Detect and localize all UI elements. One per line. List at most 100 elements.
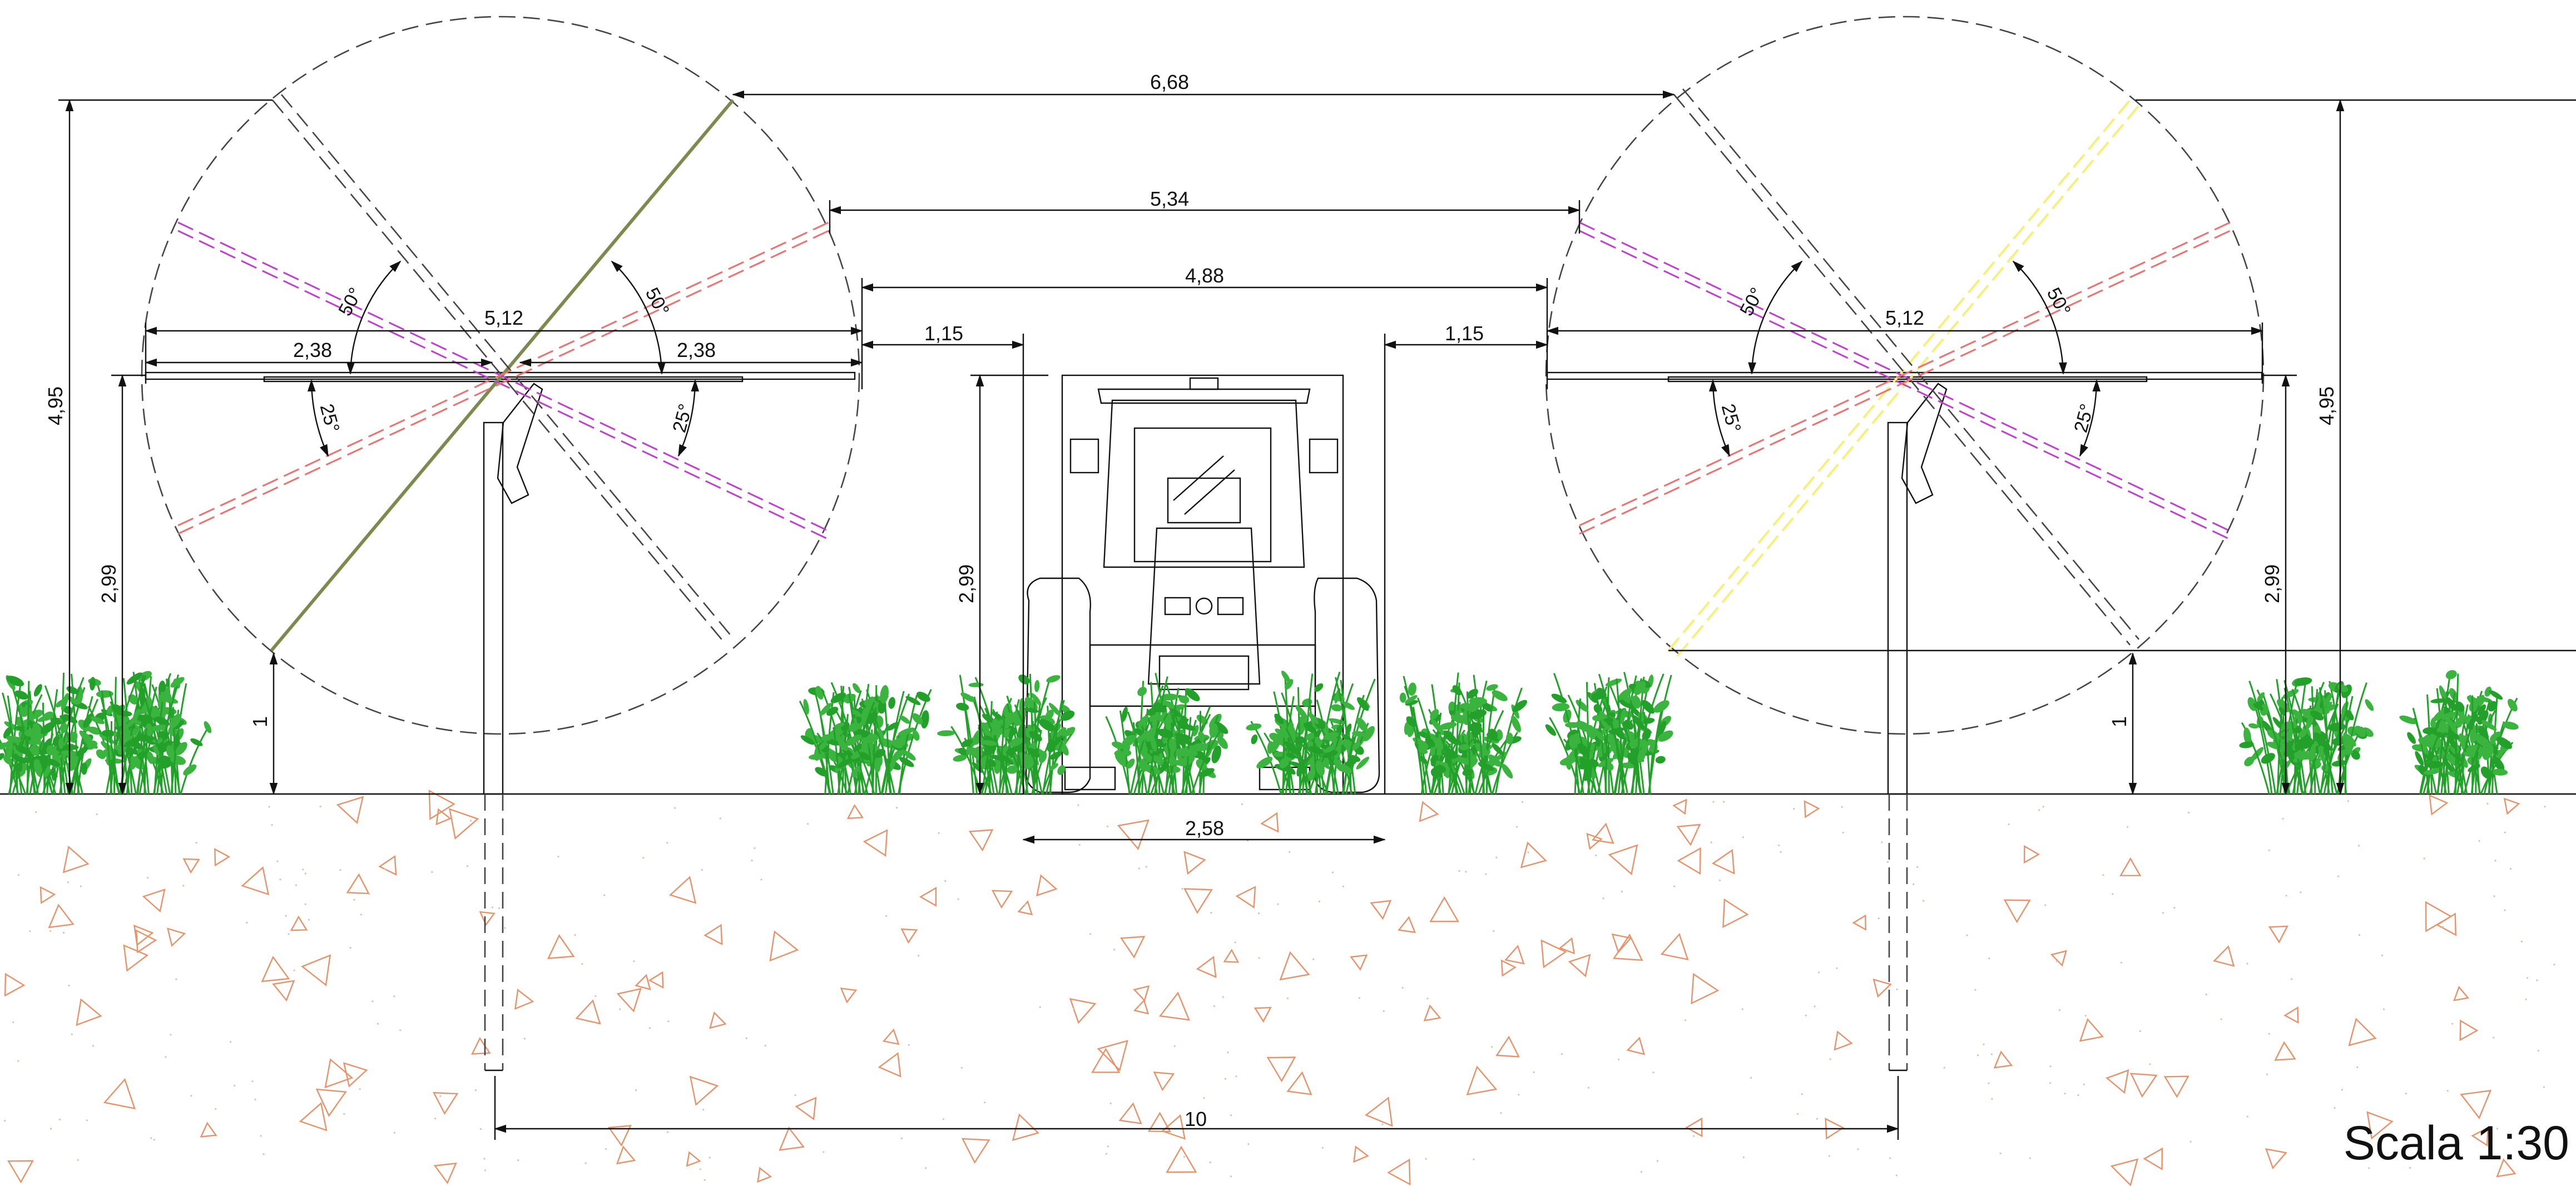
label-angle-25-c: 25° bbox=[1717, 401, 1745, 435]
soil-mark bbox=[2268, 925, 2288, 944]
soil-dot bbox=[230, 1041, 232, 1043]
plant-leaf bbox=[1596, 731, 1605, 741]
soil-mark bbox=[39, 886, 56, 904]
soil-dot bbox=[1916, 866, 1919, 868]
soil-mark bbox=[1118, 1102, 1142, 1124]
plant-leaf bbox=[2345, 709, 2354, 721]
tractor-emblem bbox=[1195, 597, 1213, 615]
plant-leaf bbox=[830, 692, 846, 703]
tractor-cab bbox=[1103, 399, 1305, 568]
plant-leaf bbox=[834, 722, 845, 728]
plant-leaf bbox=[0, 753, 5, 761]
label-ground-clear-left: 1 bbox=[249, 716, 271, 727]
plant-leaf bbox=[204, 721, 212, 733]
plant-leaf bbox=[1333, 757, 1343, 772]
plant-stem bbox=[2311, 686, 2316, 795]
soil-dot bbox=[302, 869, 304, 871]
plant-stem bbox=[1191, 725, 1225, 795]
plant-leaf bbox=[2459, 733, 2465, 748]
soil-mark bbox=[1520, 841, 1547, 869]
soil-dot bbox=[557, 855, 559, 858]
soil-dot bbox=[1976, 1054, 1979, 1056]
soil-dot bbox=[642, 857, 645, 859]
plant-leaf bbox=[1309, 746, 1324, 755]
soil-dot bbox=[1527, 851, 1529, 853]
soil-mark bbox=[471, 1037, 491, 1055]
soil-mark bbox=[1117, 819, 1150, 850]
plant-leaf bbox=[1279, 757, 1289, 768]
soil-dot bbox=[12, 1021, 14, 1024]
soil-dot bbox=[359, 1088, 361, 1090]
plant-leaf bbox=[1631, 695, 1641, 709]
plant-leaf bbox=[1345, 723, 1352, 736]
plant-leaf bbox=[1321, 750, 1338, 758]
soil-dot bbox=[2451, 1023, 2454, 1025]
plant-clump bbox=[2239, 677, 2374, 795]
plant-leaf bbox=[2294, 677, 2312, 686]
soil-mark bbox=[616, 1145, 636, 1164]
plant-leaf bbox=[1492, 743, 1503, 755]
soil-dot bbox=[2149, 1063, 2151, 1065]
soil-dot bbox=[605, 1148, 607, 1150]
plant-leaf bbox=[878, 700, 886, 714]
soil-dot bbox=[517, 1159, 519, 1162]
plant-leaf bbox=[894, 737, 906, 746]
plant-leaf bbox=[1609, 740, 1617, 752]
plant-leaf bbox=[2441, 712, 2456, 720]
plant-leaf bbox=[1425, 737, 1435, 747]
plant-leaf bbox=[1274, 713, 1284, 724]
plant-leaf bbox=[800, 735, 815, 745]
plant-leaf bbox=[1146, 706, 1162, 716]
soil-mark bbox=[1872, 978, 1892, 998]
label-half-left-a: 2,38 bbox=[293, 339, 332, 361]
soil-dot bbox=[2486, 802, 2489, 805]
soil-dot bbox=[1618, 1058, 1620, 1061]
soil-dot bbox=[1515, 826, 1518, 828]
plant-leaf bbox=[1405, 700, 1418, 706]
plant-leaf bbox=[1443, 746, 1457, 760]
tractor-roof-light bbox=[1189, 377, 1219, 390]
soil-mark bbox=[1370, 900, 1392, 920]
soil-dot bbox=[1401, 987, 1404, 989]
right-rotation-circle bbox=[1545, 16, 2265, 735]
soil-dot bbox=[1696, 828, 1698, 830]
plant-leaf bbox=[1170, 730, 1186, 737]
tractor-seat bbox=[1167, 477, 1241, 524]
soil-mark bbox=[668, 876, 697, 904]
plant-leaf bbox=[1352, 731, 1365, 737]
soil-dot bbox=[1222, 996, 1224, 998]
plant-leaf bbox=[2430, 698, 2447, 703]
plant-leaf bbox=[1137, 687, 1147, 696]
soil-dot bbox=[1331, 871, 1334, 874]
plant-stem bbox=[9, 679, 22, 795]
soil-dot bbox=[1656, 1160, 1659, 1162]
plant-leaf bbox=[1559, 757, 1577, 766]
soil-mark bbox=[1993, 1050, 2013, 1069]
plant-leaf bbox=[836, 758, 854, 768]
soil-dot bbox=[1138, 867, 1140, 870]
soil-dot bbox=[279, 879, 281, 881]
soil-mark bbox=[1350, 954, 1368, 971]
soil-dot bbox=[2042, 806, 2044, 808]
label-angle-50-d: 50° bbox=[2043, 284, 2075, 319]
soil-dot bbox=[1881, 841, 1883, 843]
plant-leaf bbox=[1121, 706, 1128, 722]
soil-dot bbox=[1693, 1135, 1695, 1137]
plant-leaf bbox=[838, 739, 849, 751]
plant-leaf bbox=[1545, 724, 1557, 736]
right-magenta-dash-b bbox=[1579, 230, 2231, 540]
soil-mark bbox=[142, 889, 166, 913]
plant-leaf bbox=[815, 767, 828, 777]
plant-leaf bbox=[42, 711, 54, 721]
soil-dot bbox=[92, 1045, 95, 1047]
label-tractor-width: 2,58 bbox=[1185, 817, 1224, 840]
plant-leaf bbox=[0, 741, 6, 750]
soil-dot bbox=[581, 963, 583, 965]
soil-dot bbox=[1145, 866, 1147, 868]
plant-leaf bbox=[1303, 722, 1315, 733]
plant-stem bbox=[1343, 736, 1355, 795]
right-tracker bbox=[1545, 16, 2576, 1071]
soil-dot bbox=[719, 817, 721, 820]
soil-mark bbox=[7, 1160, 34, 1184]
soil-mark bbox=[2459, 1019, 2479, 1041]
